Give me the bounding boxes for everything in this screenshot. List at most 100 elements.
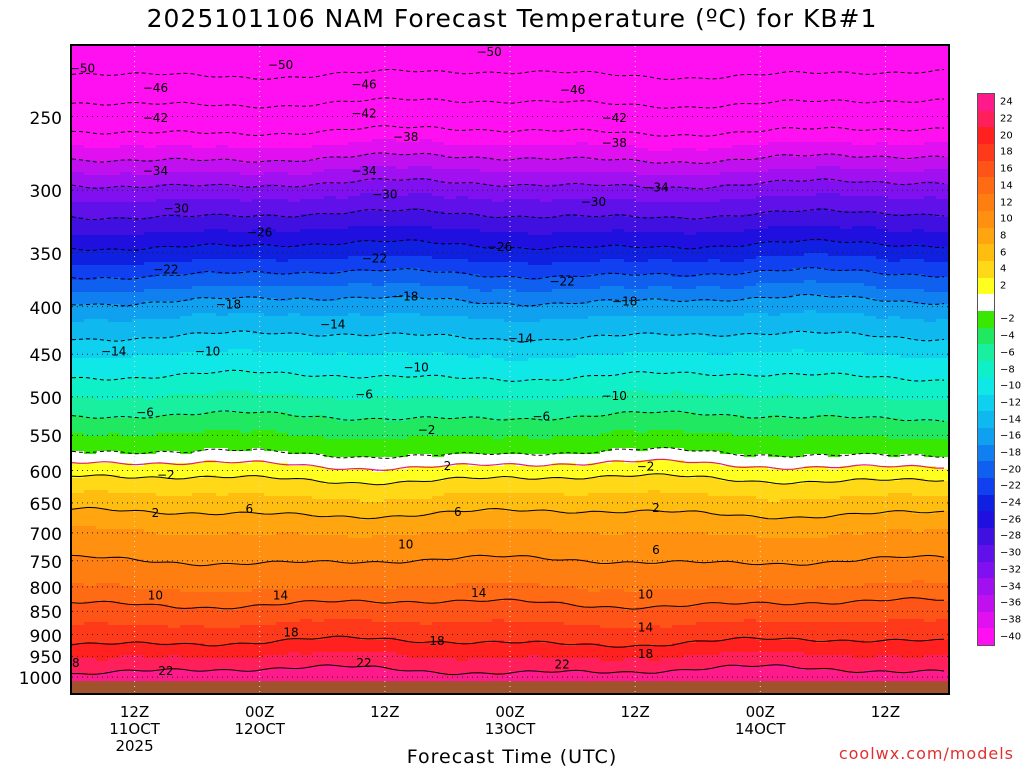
heatmap-cell	[912, 61, 925, 65]
heatmap-cell	[444, 241, 457, 245]
heatmap-cell	[732, 70, 745, 74]
heatmap-cell	[924, 103, 937, 107]
heatmap-cell	[144, 67, 157, 71]
heatmap-cell	[852, 85, 865, 89]
heatmap-cell	[216, 118, 229, 122]
heatmap-cell	[828, 193, 841, 197]
heatmap-cell	[252, 97, 265, 101]
heatmap-cell	[456, 205, 469, 209]
heatmap-cell	[420, 157, 433, 161]
heatmap-cell	[504, 52, 517, 56]
heatmap-cell	[288, 121, 301, 125]
heatmap-cell	[564, 115, 577, 119]
heatmap-cell	[660, 148, 673, 152]
heatmap-cell	[84, 226, 97, 230]
heatmap-cell	[84, 211, 97, 215]
heatmap-cell	[132, 169, 145, 173]
heatmap-cell	[552, 46, 565, 50]
heatmap-cell	[324, 133, 337, 137]
heatmap-cell	[600, 202, 613, 206]
heatmap-cell	[420, 220, 433, 224]
heatmap-cell	[216, 67, 229, 71]
heatmap-cell	[144, 211, 157, 215]
heatmap-cell	[888, 154, 901, 158]
heatmap-cell	[852, 235, 865, 239]
heatmap-cell	[432, 247, 445, 251]
heatmap-cell	[600, 187, 613, 191]
heatmap-cell	[708, 223, 721, 227]
heatmap-cell	[204, 238, 217, 242]
heatmap-cell	[396, 181, 409, 185]
heatmap-cell	[864, 154, 877, 158]
heatmap-cell	[132, 151, 145, 155]
heatmap-cell	[804, 169, 817, 173]
heatmap-cell	[168, 181, 181, 185]
heatmap-cell	[168, 58, 181, 62]
heatmap-cell	[396, 133, 409, 137]
heatmap-cell	[288, 232, 301, 236]
heatmap-cell	[876, 208, 889, 212]
heatmap-cell	[144, 115, 157, 119]
heatmap-cell	[144, 190, 157, 194]
heatmap-cell	[636, 88, 649, 92]
heatmap-cell	[864, 124, 877, 128]
heatmap-cell	[108, 241, 121, 245]
heatmap-cell	[456, 100, 469, 104]
heatmap-cell	[480, 52, 493, 56]
heatmap-cell	[456, 187, 469, 191]
heatmap-cell	[648, 214, 661, 218]
heatmap-cell	[840, 157, 853, 161]
heatmap-cell	[444, 97, 457, 101]
heatmap-cell	[408, 85, 421, 89]
heatmap-cell	[180, 145, 193, 149]
heatmap-cell	[324, 184, 337, 188]
heatmap-cell	[708, 55, 721, 59]
heatmap-cell	[552, 157, 565, 161]
heatmap-cell	[288, 241, 301, 245]
heatmap-cell	[624, 115, 637, 119]
heatmap-cell	[588, 139, 601, 143]
heatmap-cell	[108, 121, 121, 125]
heatmap-cell	[360, 112, 373, 116]
heatmap-cell	[792, 82, 805, 86]
heatmap-cell	[288, 223, 301, 227]
heatmap-cell	[804, 88, 817, 92]
heatmap-cell	[384, 112, 397, 116]
heatmap-cell	[252, 190, 265, 194]
heatmap-cell	[408, 214, 421, 218]
heatmap-cell	[900, 49, 913, 53]
heatmap-cell	[744, 127, 757, 131]
heatmap-cell	[612, 184, 625, 188]
heatmap-cell	[492, 124, 505, 128]
heatmap-cell	[768, 223, 781, 227]
heatmap-cell	[432, 70, 445, 74]
heatmap-cell	[912, 85, 925, 89]
heatmap-cell	[900, 70, 913, 74]
heatmap-cell	[432, 220, 445, 224]
heatmap-cell	[744, 136, 757, 140]
heatmap-cell	[348, 46, 361, 50]
heatmap-cell	[648, 193, 661, 197]
heatmap-cell	[204, 148, 217, 152]
heatmap-cell	[876, 226, 889, 230]
heatmap-cell	[276, 130, 289, 134]
heatmap-cell	[876, 202, 889, 206]
heatmap-cell	[504, 73, 517, 77]
heatmap-cell	[660, 115, 673, 119]
heatmap-cell	[516, 85, 529, 89]
heatmap-cell	[600, 100, 613, 104]
heatmap-cell	[84, 94, 97, 98]
heatmap-cell	[432, 241, 445, 245]
heatmap-cell	[936, 235, 948, 239]
heatmap-cell	[876, 136, 889, 140]
heatmap-cell	[84, 61, 97, 65]
heatmap-cell	[276, 100, 289, 104]
heatmap-cell	[240, 238, 253, 242]
heatmap-cell	[744, 97, 757, 101]
heatmap-cell	[300, 94, 313, 98]
heatmap-cell	[336, 193, 349, 197]
heatmap-cell	[624, 154, 637, 158]
heatmap-cell	[612, 100, 625, 104]
heatmap-cell	[876, 46, 889, 50]
heatmap-cell	[168, 202, 181, 206]
